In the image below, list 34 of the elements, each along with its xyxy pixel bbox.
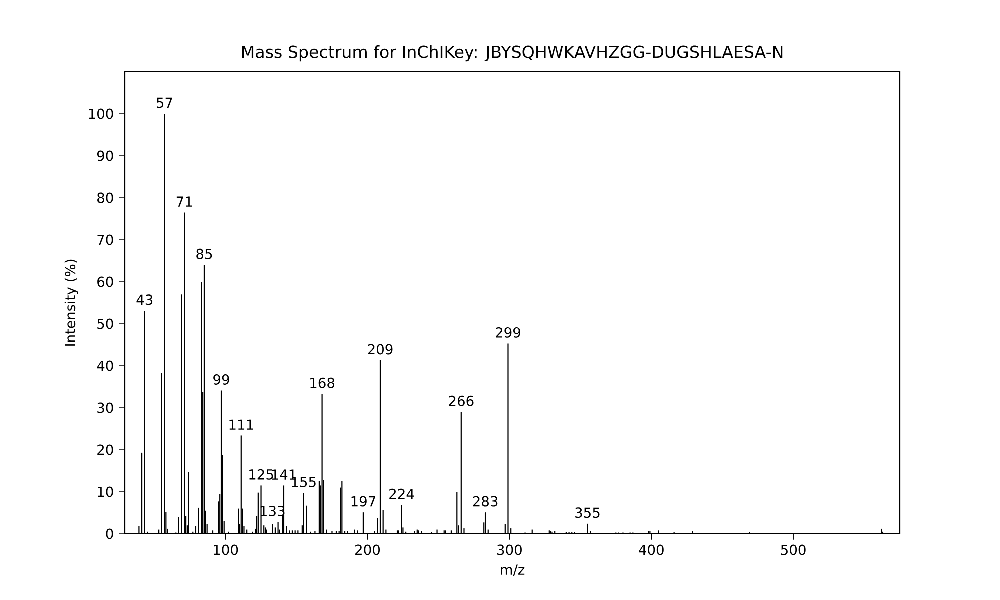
annotation: 197 — [352, 496, 376, 507]
y-tick-label: 90 — [97, 150, 114, 162]
annotation: 111 — [230, 420, 254, 430]
y-axis-title: Intensity (%) — [64, 260, 78, 346]
annotation: 71 — [176, 196, 192, 207]
y-tick-label: 80 — [98, 192, 114, 204]
y-tick-label: 70 — [98, 234, 114, 246]
annotation: 168 — [310, 378, 335, 388]
annotation: 209 — [368, 344, 393, 355]
y-tick-label: 10 — [98, 486, 114, 498]
x-tick-label: 500 — [781, 544, 806, 556]
y-tick-label: 20 — [98, 444, 114, 456]
chart-title: Mass Spectrum for InChIKey: JBYSQHWKAVHZGG-DUGSHLAESA-N — [242, 46, 783, 62]
x-tick-label: 200 — [356, 544, 380, 556]
x-tick-label: 100 — [214, 544, 238, 556]
annotation: 43 — [136, 294, 153, 306]
y-tick-label: 50 — [98, 318, 114, 330]
annotation: 85 — [196, 248, 212, 260]
annotation: 125 — [250, 469, 274, 480]
x-tick-label: 400 — [639, 544, 664, 556]
y-tick-label: 100 — [89, 108, 114, 120]
y-tick-label: 30 — [98, 402, 114, 414]
annotation: 266 — [449, 396, 474, 406]
annotation: 299 — [496, 327, 520, 338]
annotation: 355 — [576, 508, 600, 518]
y-tick-label: 60 — [98, 276, 114, 288]
annotation: 57 — [157, 98, 172, 108]
annotation: 224 — [390, 488, 414, 500]
annotation: 283 — [473, 496, 498, 507]
x-axis-title: m/z — [501, 564, 525, 576]
y-tick-label: 0 — [106, 528, 114, 540]
x-tick-label: 300 — [498, 544, 522, 556]
y-tick-label: 40 — [97, 360, 114, 372]
annotation: 99 — [214, 374, 230, 385]
